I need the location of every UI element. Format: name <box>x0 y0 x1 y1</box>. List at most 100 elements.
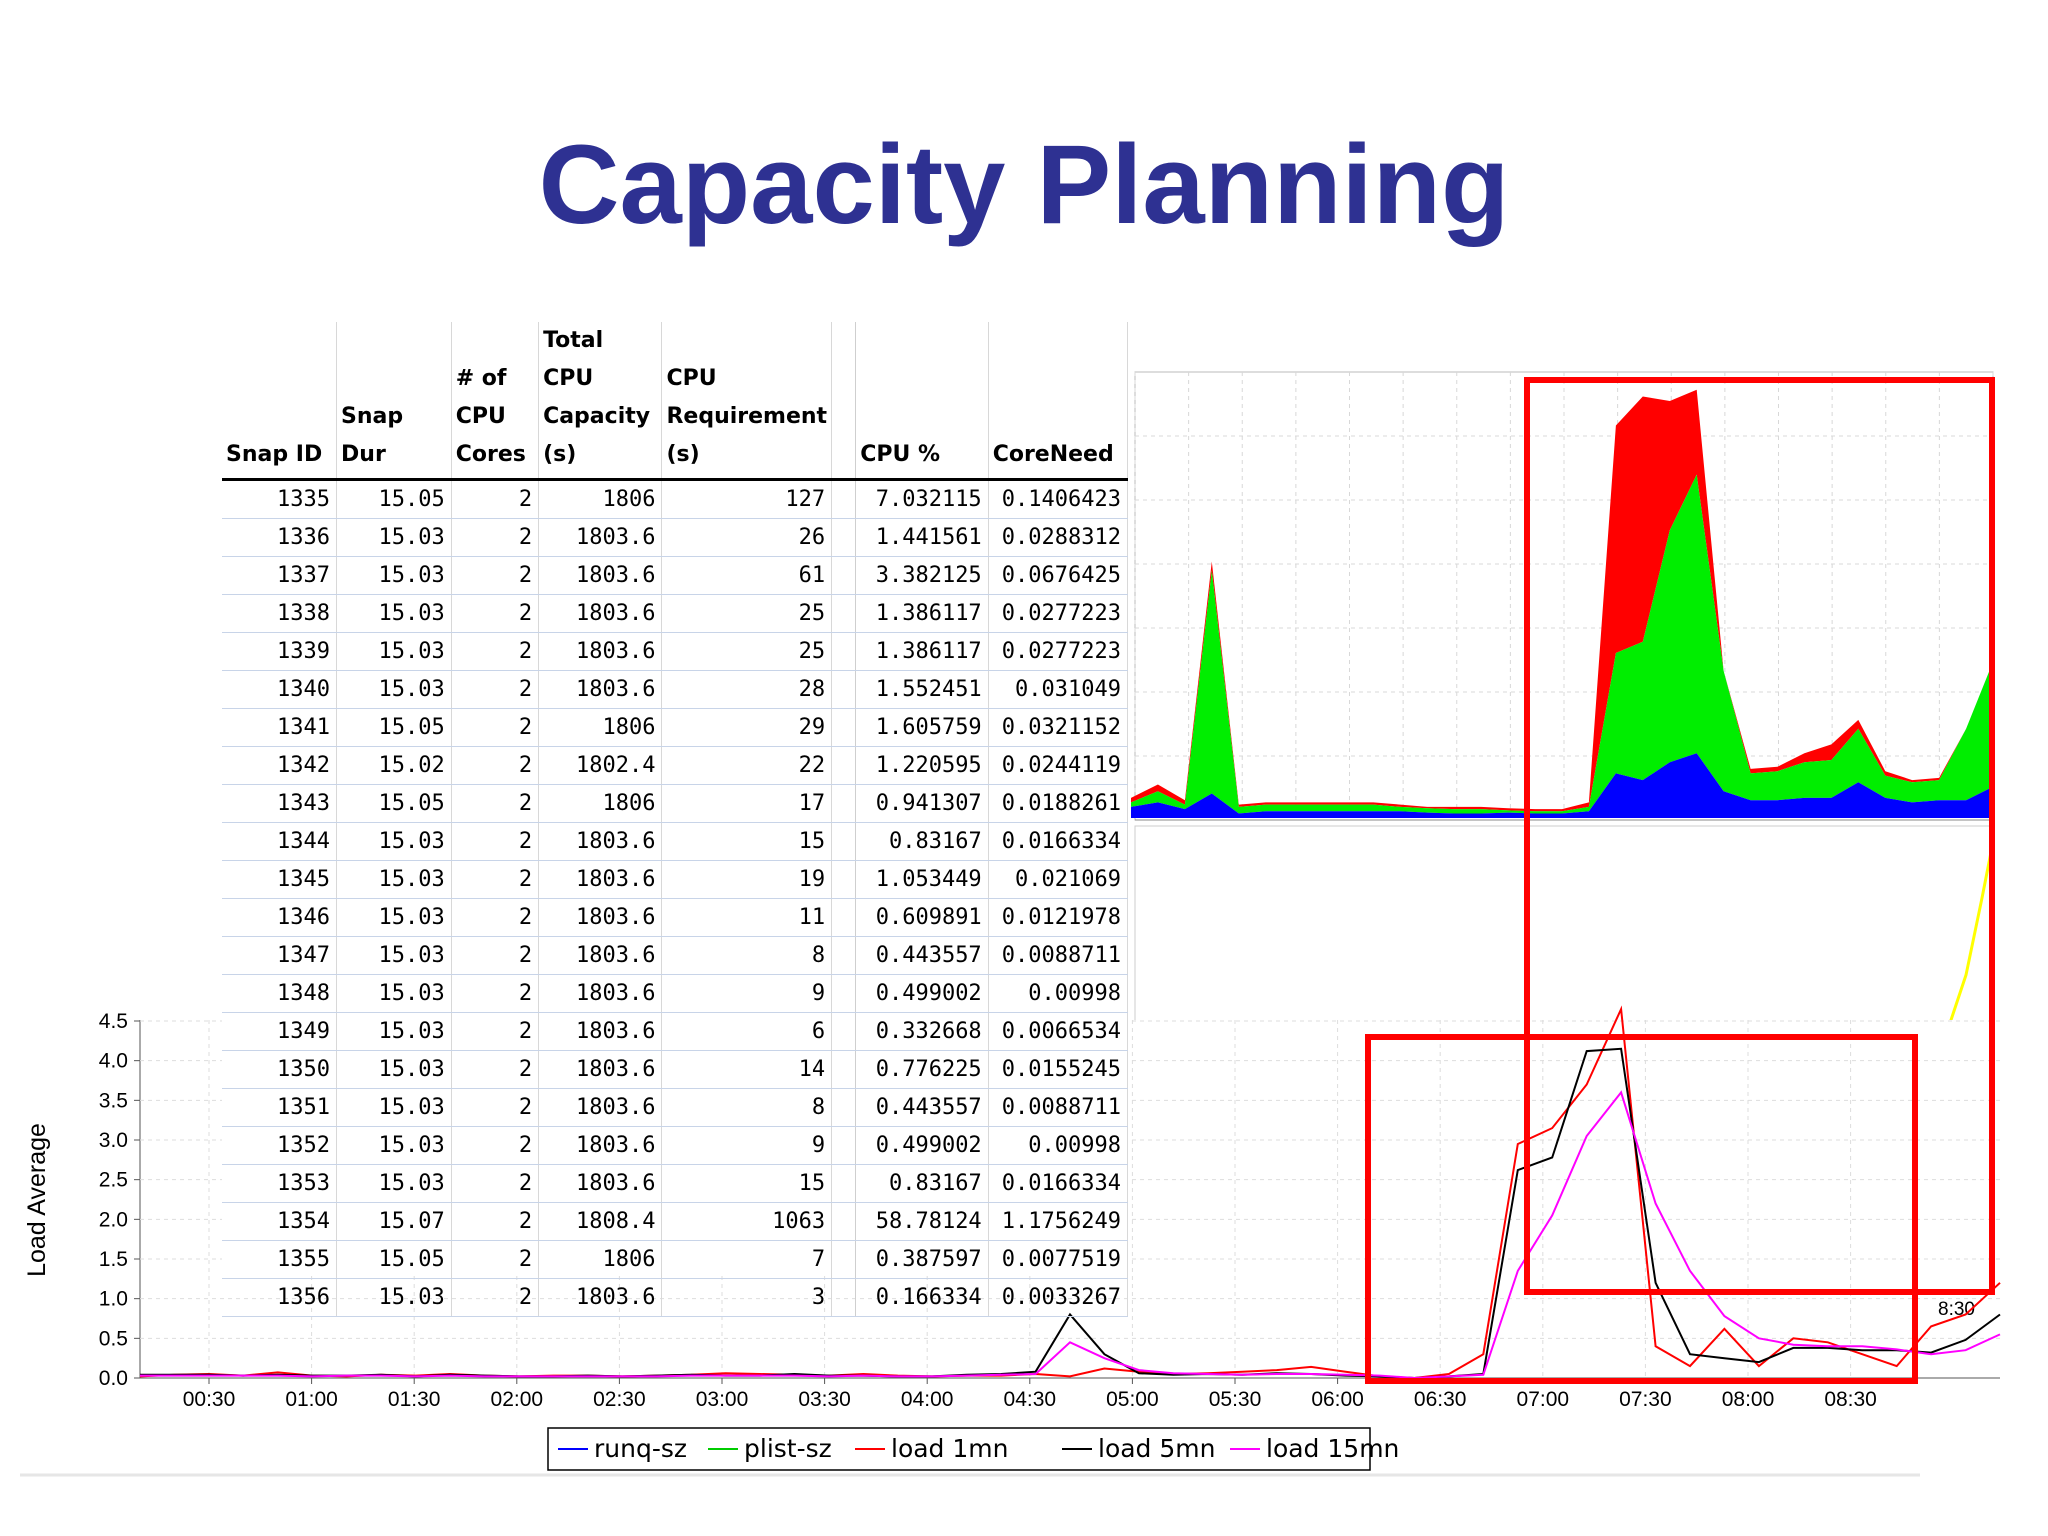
table-cell: 0.387597 <box>855 1240 989 1279</box>
table-header-cell: Total CPU Capacity (s) <box>538 322 663 481</box>
table-row: 1338 15.03 2 1803.6 25 1.386117 0.0277223 <box>222 594 1129 633</box>
table-cell: 1345 <box>222 860 338 899</box>
table-cell: 0.443557 <box>855 1088 989 1127</box>
x-tick-label: 00:30 <box>183 1388 236 1411</box>
table-cell: 58.78124 <box>855 1202 989 1241</box>
legend-label: load 5mn <box>1098 1434 1215 1463</box>
table-row: 1343 15.05 2 1806 17 0.941307 0.0188261 <box>222 784 1129 823</box>
table-header-cell: Snap Dur <box>336 322 452 481</box>
table-cell: 15 <box>661 822 833 861</box>
table-cell: 1.386117 <box>855 632 989 671</box>
table-row: 1348 15.03 2 1803.6 9 0.499002 0.00998 <box>222 974 1129 1013</box>
table-cell: 1.605759 <box>855 708 989 747</box>
cpu-stacked-area-chart <box>1131 371 1994 1033</box>
table-cell: 0.0066534 <box>988 1012 1129 1051</box>
table-cell: 2 <box>451 1240 540 1279</box>
table-cell: 1803.6 <box>538 1012 663 1051</box>
table-cell: 6 <box>661 1012 833 1051</box>
table-cell: 1350 <box>222 1050 338 1089</box>
y-tick-label: 0.5 <box>99 1327 128 1350</box>
table-cell: 0.00998 <box>988 974 1129 1013</box>
y-tick-label: 0.0 <box>99 1367 128 1390</box>
legend-label: load 15mn <box>1266 1434 1399 1463</box>
table-cell <box>831 1050 857 1089</box>
table-cell: 9 <box>661 1126 833 1165</box>
table-cell: 29 <box>661 708 833 747</box>
y-tick-label: 2.0 <box>99 1208 128 1231</box>
table-cell: 2 <box>451 898 540 937</box>
table-cell: 9 <box>661 974 833 1013</box>
table-cell: 8 <box>661 1088 833 1127</box>
table-row: 1336 15.03 2 1803.6 26 1.441561 0.0288312 <box>222 518 1129 557</box>
highlight-box-load <box>1365 1034 1918 1384</box>
table-row: 1355 15.05 2 1806 7 0.387597 0.0077519 <box>222 1240 1129 1279</box>
table-cell: 0.499002 <box>855 1126 989 1165</box>
x-tick-label: 03:30 <box>798 1388 851 1411</box>
table-cell <box>831 594 857 633</box>
table-cell: 3 <box>661 1278 833 1317</box>
x-tick-label: 08:30 <box>1824 1388 1877 1411</box>
table-cell: 1355 <box>222 1240 338 1279</box>
table-row: 1353 15.03 2 1803.6 15 0.83167 0.0166334 <box>222 1164 1129 1203</box>
table-row: 1339 15.03 2 1803.6 25 1.386117 0.0277223 <box>222 632 1129 671</box>
x-tick-label: 02:30 <box>593 1388 646 1411</box>
table-cell: 1803.6 <box>538 860 663 899</box>
table-cell: 15.03 <box>336 556 452 595</box>
table-cell: 1803.6 <box>538 936 663 975</box>
table-cell: 0.443557 <box>855 936 989 975</box>
table-header-cell: CPU Requirement (s) <box>661 322 833 481</box>
table-cell: 15 <box>661 1164 833 1203</box>
table-cell: 1.552451 <box>855 670 989 709</box>
y-tick-label: 3.0 <box>99 1129 128 1152</box>
table-cell: 1356 <box>222 1278 338 1317</box>
x-tick-label: 05:30 <box>1209 1388 1262 1411</box>
table-cell: 15.03 <box>336 1278 452 1317</box>
table-cell: 2 <box>451 556 540 595</box>
table-row: 1344 15.03 2 1803.6 15 0.83167 0.0166334 <box>222 822 1129 861</box>
table-cell: 127 <box>661 479 833 519</box>
table-cell <box>831 556 857 595</box>
table-cell: 2 <box>451 1126 540 1165</box>
table-cell: 1338 <box>222 594 338 633</box>
table-cell: 2 <box>451 1050 540 1089</box>
table-cell: 1.386117 <box>855 594 989 633</box>
table-cell: 61 <box>661 556 833 595</box>
table-cell: 2 <box>451 936 540 975</box>
table-cell: 0.83167 <box>855 822 989 861</box>
table-row: 1347 15.03 2 1803.6 8 0.443557 0.0088711 <box>222 936 1129 975</box>
table-cell: 1354 <box>222 1202 338 1241</box>
table-cell: 1341 <box>222 708 338 747</box>
table-cell: 11 <box>661 898 833 937</box>
table-cell: 2 <box>451 594 540 633</box>
table-cell: 19 <box>661 860 833 899</box>
table-cell: 2 <box>451 632 540 671</box>
table-header-cell: CoreNeed <box>988 322 1129 481</box>
table-cell <box>831 784 857 823</box>
x-tick-label: 07:30 <box>1619 1388 1672 1411</box>
table-header-cell <box>831 322 857 481</box>
table-cell: 1344 <box>222 822 338 861</box>
legend-label: runq-sz <box>594 1434 687 1463</box>
table-cell: 15.03 <box>336 898 452 937</box>
table-cell: 15.03 <box>336 936 452 975</box>
table-cell: 0.0277223 <box>988 632 1129 671</box>
table-cell: 0.0077519 <box>988 1240 1129 1279</box>
legend-label: load 1mn <box>891 1434 1008 1463</box>
table-cell: 7 <box>661 1240 833 1279</box>
table-cell: 15.03 <box>336 632 452 671</box>
table-cell: 1339 <box>222 632 338 671</box>
table-row: 1354 15.07 2 1808.4 1063 58.78124 1.1756249 <box>222 1202 1129 1241</box>
table-cell: 0.0088711 <box>988 936 1129 975</box>
table-cell <box>831 1278 857 1317</box>
table-cell: 1340 <box>222 670 338 709</box>
table-row: 1340 15.03 2 1803.6 28 1.552451 0.031049 <box>222 670 1129 709</box>
table-cell <box>831 860 857 899</box>
table-header-cell: CPU % <box>855 322 989 481</box>
table-cell: 1063 <box>661 1202 833 1241</box>
table-row: 1351 15.03 2 1803.6 8 0.443557 0.0088711 <box>222 1088 1129 1127</box>
series-line-load-15mn <box>140 1090 2001 1380</box>
table-header-row: Snap ID Snap Dur # of CPU Cores Total CPU C… <box>222 322 1129 481</box>
table-cell: 2 <box>451 1278 540 1317</box>
table-row: 1337 15.03 2 1803.6 61 3.382125 0.0676425 <box>222 556 1129 595</box>
